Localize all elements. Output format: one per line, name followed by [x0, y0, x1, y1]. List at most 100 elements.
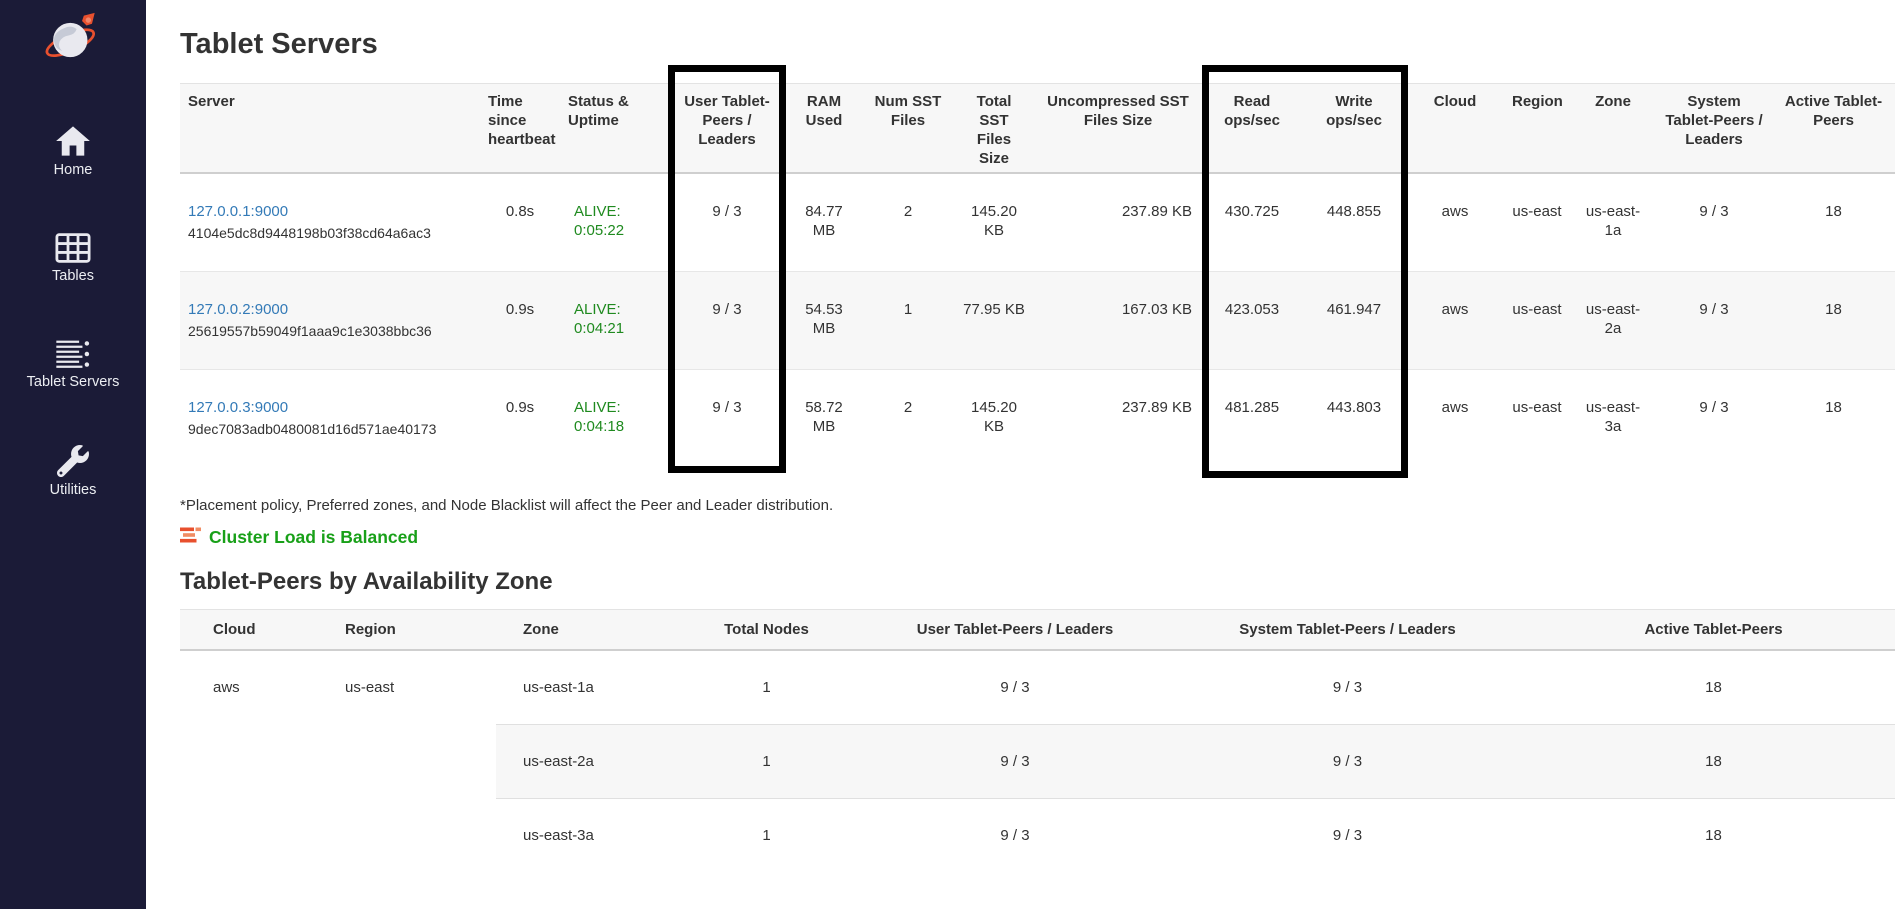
cell-server: 127.0.0.2:9000 25619557b59049f1aaa9c1e30… — [180, 271, 480, 370]
col-header-read-ops: Read ops/sec — [1202, 83, 1302, 174]
tables-icon — [55, 233, 91, 263]
cell-status: ALIVE: 0:05:22 — [560, 173, 668, 272]
sidebar-item-utilities[interactable]: Utilities — [50, 445, 96, 499]
cell-status: ALIVE: 0:04:18 — [560, 369, 668, 467]
load-balancer-icon — [180, 527, 201, 548]
sidebar-item-tables[interactable]: Tables — [52, 233, 94, 285]
cell-region: us-east — [1504, 369, 1570, 467]
col-header-zone: Zone — [1570, 83, 1656, 174]
tablet-servers-table: Server Time since heartbeat Status & Upt… — [180, 83, 1895, 467]
cell-active-peers: 18 — [1772, 369, 1895, 467]
cell-region: us-east — [1504, 271, 1570, 370]
sidebar-item-home[interactable]: Home — [53, 125, 93, 179]
cell-region — [330, 799, 496, 873]
cell-write-ops: 448.855 — [1326, 203, 1382, 220]
sidebar: Home Tables — [0, 0, 146, 909]
col-header-ram: RAM Used — [786, 83, 862, 174]
cell-total-nodes: 1 — [666, 798, 867, 872]
cell-user-peers: 9 / 3 — [668, 271, 786, 370]
cell-active-peers: 18 — [1705, 679, 1722, 696]
col-header-server: Server — [180, 83, 480, 174]
server-uuid: 25619557b59049f1aaa9c1e3038bbc36 — [188, 323, 432, 339]
cell-status: ALIVE: 0:04:21 — [560, 271, 668, 370]
cell-active-peers: 18 — [1532, 724, 1895, 799]
cell-region: us-east — [1512, 203, 1562, 220]
cell-cloud — [180, 799, 330, 873]
page-title: Tablet Servers — [180, 28, 378, 60]
server-address-link[interactable]: 127.0.0.1:9000 — [188, 203, 289, 220]
cell-num-sst: 2 — [903, 203, 913, 220]
placement-footnote: *Placement policy, Preferred zones, and … — [180, 497, 834, 514]
uptime-value: 0:05:22 — [574, 222, 625, 239]
cell-cloud: aws — [213, 679, 240, 696]
sidebar-item-label: Tables — [52, 268, 94, 284]
col-header-system-peers: System Tablet-Peers / Leaders — [1163, 609, 1532, 651]
cell-system-peers: 9 / 3 — [1163, 798, 1532, 872]
uptime-value: 0:04:21 — [574, 320, 625, 337]
status-label: ALIVE: — [574, 301, 621, 318]
home-icon — [55, 125, 91, 157]
col-header-user-peers: User Tablet-Peers / Leaders — [867, 609, 1163, 651]
az-row: us-east-2a 1 9 / 3 9 / 3 18 — [180, 724, 1895, 799]
cell-zone: us-east-3a — [496, 798, 666, 872]
cell-num-sst: 1 — [862, 271, 954, 370]
cell-uncompressed-sst: 237.89 KB — [1121, 203, 1192, 220]
cell-user-peers: 9 / 3 — [668, 369, 786, 467]
cell-heartbeat: 0.9s — [480, 271, 560, 370]
server-address-link[interactable]: 127.0.0.2:9000 — [188, 301, 289, 318]
cell-zone: us-east-2a — [496, 724, 666, 799]
sidebar-item-label: Tablet Servers — [26, 374, 120, 390]
cell-read-ops: 423.053 — [1202, 271, 1302, 370]
col-header-total-sst: Total SST Files Size — [954, 83, 1034, 174]
cell-server: 127.0.0.3:9000 9dec7083adb0480081d16d571… — [180, 369, 480, 467]
server-uuid: 9dec7083adb0480081d16d571ae40173 — [188, 421, 437, 437]
cell-ram: 58.72 MB — [786, 369, 862, 467]
cell-total-nodes: 1 — [666, 724, 867, 799]
az-table: Cloud Region Zone Total Nodes User Table… — [180, 609, 1895, 872]
col-header-heartbeat: Time since heartbeat — [480, 83, 560, 174]
cell-heartbeat: 0.8s — [505, 203, 535, 220]
cell-total-nodes: 1 — [762, 679, 771, 696]
yugabyte-logo[interactable] — [44, 12, 102, 73]
az-header-row: Cloud Region Zone Total Nodes User Table… — [180, 609, 1895, 651]
col-header-zone: Zone — [496, 609, 666, 651]
cell-zone: us-east-3a — [1570, 369, 1656, 467]
col-header-write-ops: Write ops/sec — [1302, 83, 1406, 174]
cell-region — [330, 725, 496, 799]
cell-ram: 54.53 MB — [786, 271, 862, 370]
col-header-num-sst: Num SST Files — [862, 83, 954, 174]
table-row: 127.0.0.1:9000 4104e5dc8d9448198b03f38cd… — [180, 173, 1895, 272]
sidebar-item-tablet-servers[interactable]: Tablet Servers — [26, 339, 120, 391]
cell-total-sst: 145.20 KB — [954, 369, 1034, 467]
cell-total-sst: 77.95 KB — [954, 271, 1034, 370]
cell-active-peers: 18 — [1772, 271, 1895, 370]
cell-uncompressed-sst: 167.03 KB — [1034, 271, 1202, 370]
tablet-servers-icon — [54, 339, 92, 369]
table-row: 127.0.0.3:9000 9dec7083adb0480081d16d571… — [180, 369, 1895, 467]
sidebar-item-label: Home — [53, 162, 93, 178]
az-row: aws us-east us-east-1a 1 9 / 3 9 / 3 18 — [180, 650, 1895, 725]
main-content: Tablet Servers Server Time since heartbe… — [146, 0, 1902, 909]
utilities-icon — [56, 445, 89, 477]
cluster-load-status-text: Cluster Load is Balanced — [209, 527, 419, 547]
cell-heartbeat: 0.9s — [480, 369, 560, 467]
cell-read-ops: 481.285 — [1202, 369, 1302, 467]
status-label: ALIVE: — [574, 399, 621, 416]
col-header-cloud: Cloud — [1406, 83, 1504, 174]
cell-user-peers: 9 / 3 — [867, 724, 1163, 799]
cell-write-ops: 443.803 — [1302, 369, 1406, 467]
uptime-value: 0:04:18 — [574, 418, 625, 435]
col-header-region: Region — [1504, 83, 1570, 174]
cell-region: us-east — [345, 679, 395, 696]
table-row: 127.0.0.2:9000 25619557b59049f1aaa9c1e30… — [180, 271, 1895, 370]
col-header-active-peers: Active Tablet-Peers — [1772, 83, 1895, 174]
col-header-active-peers: Active Tablet-Peers — [1532, 609, 1895, 651]
cell-active-peers: 18 — [1825, 203, 1842, 220]
cell-system-peers: 9 / 3 — [1656, 369, 1772, 467]
cell-zone: us-east-1a — [1585, 203, 1641, 239]
cell-user-peers: 9 / 3 — [1000, 679, 1030, 696]
server-uuid: 4104e5dc8d9448198b03f38cd64a6ac3 — [188, 225, 431, 241]
server-address-link[interactable]: 127.0.0.3:9000 — [188, 399, 289, 416]
cell-write-ops: 461.947 — [1302, 271, 1406, 370]
col-header-cloud: Cloud — [180, 609, 330, 651]
